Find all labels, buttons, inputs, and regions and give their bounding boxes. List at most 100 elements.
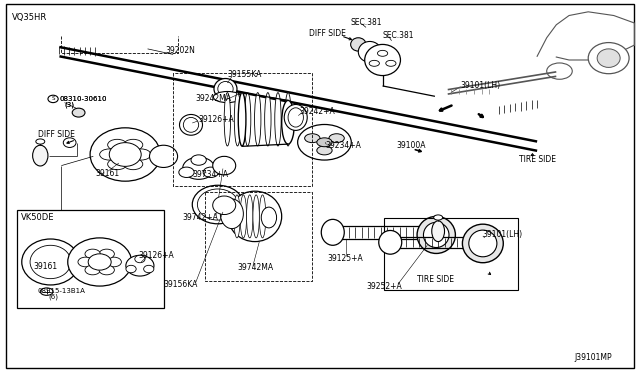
Ellipse shape [261,207,276,228]
Ellipse shape [212,156,236,175]
Ellipse shape [214,78,237,99]
Text: TIRE SIDE: TIRE SIDE [417,275,454,284]
Ellipse shape [218,81,233,96]
Ellipse shape [468,230,497,257]
Ellipse shape [240,195,246,238]
Ellipse shape [85,265,100,275]
Ellipse shape [213,92,241,103]
Ellipse shape [135,255,145,263]
Ellipse shape [108,139,127,150]
Ellipse shape [22,239,79,285]
Ellipse shape [68,238,132,286]
Ellipse shape [284,105,307,131]
Ellipse shape [317,146,332,155]
Ellipse shape [183,118,198,132]
Ellipse shape [298,125,351,160]
Ellipse shape [109,142,141,166]
Ellipse shape [212,196,236,215]
Text: 39161: 39161 [95,169,119,177]
Text: 39126+A: 39126+A [198,115,234,124]
Ellipse shape [88,254,111,270]
Ellipse shape [203,167,218,177]
Ellipse shape [234,195,240,238]
Text: 08310-30610: 08310-30610 [60,96,107,102]
Text: 39125+A: 39125+A [328,254,364,263]
Text: 39742+A: 39742+A [182,213,219,222]
Ellipse shape [246,195,253,238]
Text: DIFF SIDE: DIFF SIDE [308,29,346,38]
Ellipse shape [30,245,71,279]
Ellipse shape [179,167,194,177]
Text: 39202N: 39202N [166,46,195,55]
Ellipse shape [197,189,238,220]
Ellipse shape [72,108,85,117]
Ellipse shape [100,149,119,160]
Ellipse shape [192,185,243,224]
Ellipse shape [386,60,396,66]
Text: VK50DE: VK50DE [21,213,54,222]
Ellipse shape [417,217,456,253]
Bar [384,218,518,290]
Ellipse shape [305,134,320,142]
Ellipse shape [63,138,76,147]
Ellipse shape [285,93,291,146]
Text: 39101(LH): 39101(LH) [483,230,523,240]
Ellipse shape [48,95,58,103]
Ellipse shape [244,93,251,146]
Text: S: S [51,96,55,102]
Ellipse shape [99,249,115,259]
Ellipse shape [33,145,48,166]
Ellipse shape [358,41,381,62]
Ellipse shape [124,158,143,170]
Text: 39242+A: 39242+A [300,107,335,116]
Ellipse shape [378,50,388,56]
Ellipse shape [108,158,127,170]
Ellipse shape [379,231,402,254]
Ellipse shape [143,265,154,273]
Ellipse shape [126,255,154,276]
Text: SEC.381: SEC.381 [351,18,382,27]
Ellipse shape [132,149,151,160]
Text: 39100A: 39100A [397,141,426,151]
Text: 39742MA: 39742MA [237,263,273,272]
Text: 39161: 39161 [34,262,58,271]
Bar [17,210,164,308]
Text: 39242MA: 39242MA [195,94,232,103]
Text: 39252+A: 39252+A [366,282,402,291]
Ellipse shape [365,44,401,76]
Ellipse shape [369,60,380,66]
Ellipse shape [275,93,281,146]
Text: 39156KA: 39156KA [164,280,198,289]
Text: (3): (3) [65,102,74,109]
Ellipse shape [597,49,620,67]
Ellipse shape [547,63,572,79]
Ellipse shape [220,199,243,229]
Ellipse shape [253,195,259,238]
Ellipse shape [106,257,122,267]
Ellipse shape [463,224,503,263]
Ellipse shape [432,221,445,241]
Text: 39734+A: 39734+A [192,170,228,179]
Ellipse shape [85,249,100,259]
Ellipse shape [40,288,53,295]
Ellipse shape [282,100,294,144]
Ellipse shape [321,219,344,245]
Ellipse shape [36,139,45,144]
Ellipse shape [126,265,136,273]
Ellipse shape [317,138,332,147]
Ellipse shape [238,92,246,146]
Text: 39234+A: 39234+A [325,141,361,150]
Ellipse shape [90,128,161,181]
Ellipse shape [78,257,93,267]
Text: SEC.381: SEC.381 [383,31,414,40]
Ellipse shape [588,42,629,74]
Ellipse shape [351,38,366,51]
Ellipse shape [150,145,177,167]
Ellipse shape [191,155,206,165]
Ellipse shape [182,157,214,179]
Ellipse shape [179,115,202,135]
Ellipse shape [255,93,261,146]
Text: 39101(LH): 39101(LH) [461,81,500,90]
Ellipse shape [329,134,344,142]
Text: J39101MP: J39101MP [574,353,612,362]
